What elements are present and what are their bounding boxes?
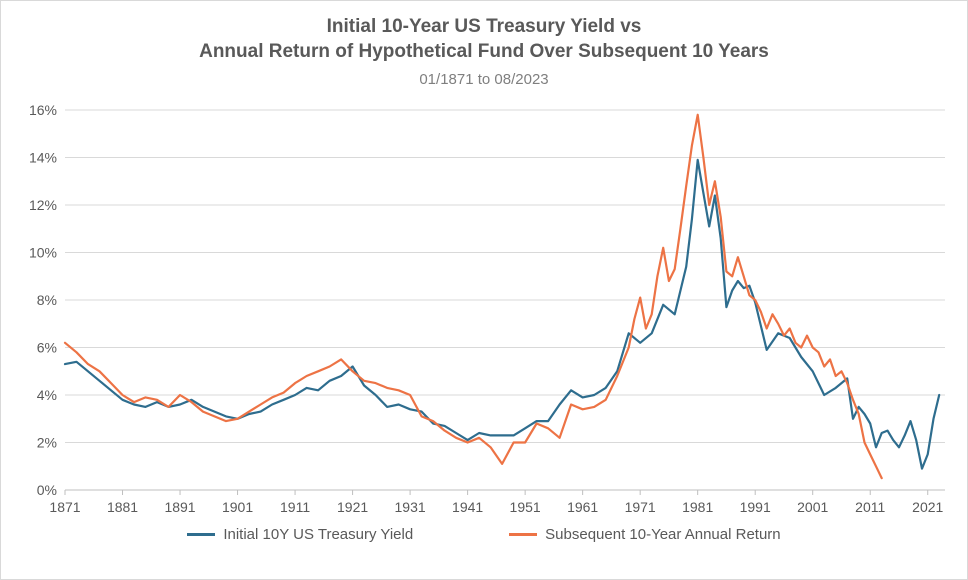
svg-text:2011: 2011 (855, 499, 885, 515)
svg-text:1871: 1871 (49, 499, 80, 515)
chart-container: Initial 10-Year US Treasury Yield vs Ann… (0, 0, 968, 580)
svg-text:16%: 16% (29, 102, 57, 118)
svg-text:1971: 1971 (625, 499, 656, 515)
svg-text:1941: 1941 (452, 499, 483, 515)
legend-swatch-yield (187, 533, 215, 536)
chart-title-line1: Initial 10-Year US Treasury Yield vs (1, 15, 967, 40)
svg-text:1931: 1931 (395, 499, 426, 515)
legend-item-yield: Initial 10Y US Treasury Yield (187, 526, 413, 543)
svg-text:6%: 6% (37, 339, 57, 355)
svg-text:12%: 12% (29, 197, 57, 213)
svg-text:1901: 1901 (222, 499, 253, 515)
svg-text:10%: 10% (29, 244, 57, 260)
svg-text:0%: 0% (37, 482, 57, 498)
chart-legend: Initial 10Y US Treasury Yield Subsequent… (1, 520, 967, 543)
svg-text:1891: 1891 (164, 499, 195, 515)
svg-text:2001: 2001 (797, 499, 828, 515)
svg-text:8%: 8% (37, 292, 57, 308)
svg-text:1981: 1981 (682, 499, 713, 515)
svg-text:1911: 1911 (280, 499, 310, 515)
legend-item-return: Subsequent 10-Year Annual Return (509, 526, 780, 543)
svg-text:1991: 1991 (740, 499, 771, 515)
svg-text:14%: 14% (29, 149, 57, 165)
legend-swatch-return (509, 533, 537, 536)
svg-text:1951: 1951 (510, 499, 541, 515)
legend-label-yield: Initial 10Y US Treasury Yield (223, 526, 413, 543)
svg-text:2021: 2021 (912, 499, 943, 515)
svg-text:1921: 1921 (337, 499, 368, 515)
svg-text:1881: 1881 (107, 499, 138, 515)
legend-label-return: Subsequent 10-Year Annual Return (545, 526, 780, 543)
chart-title-line2: Annual Return of Hypothetical Fund Over … (1, 40, 967, 65)
svg-text:4%: 4% (37, 387, 57, 403)
svg-text:2%: 2% (37, 434, 57, 450)
svg-text:1961: 1961 (567, 499, 598, 515)
chart-subtitle: 01/1871 to 08/2023 (1, 70, 967, 90)
line-chart: 0% 2% 4% 6% 8% 10% 12% 14% 16% 1871 1881 1891 1901 19… (1, 90, 968, 520)
chart-titles: Initial 10-Year US Treasury Yield vs Ann… (1, 1, 967, 90)
